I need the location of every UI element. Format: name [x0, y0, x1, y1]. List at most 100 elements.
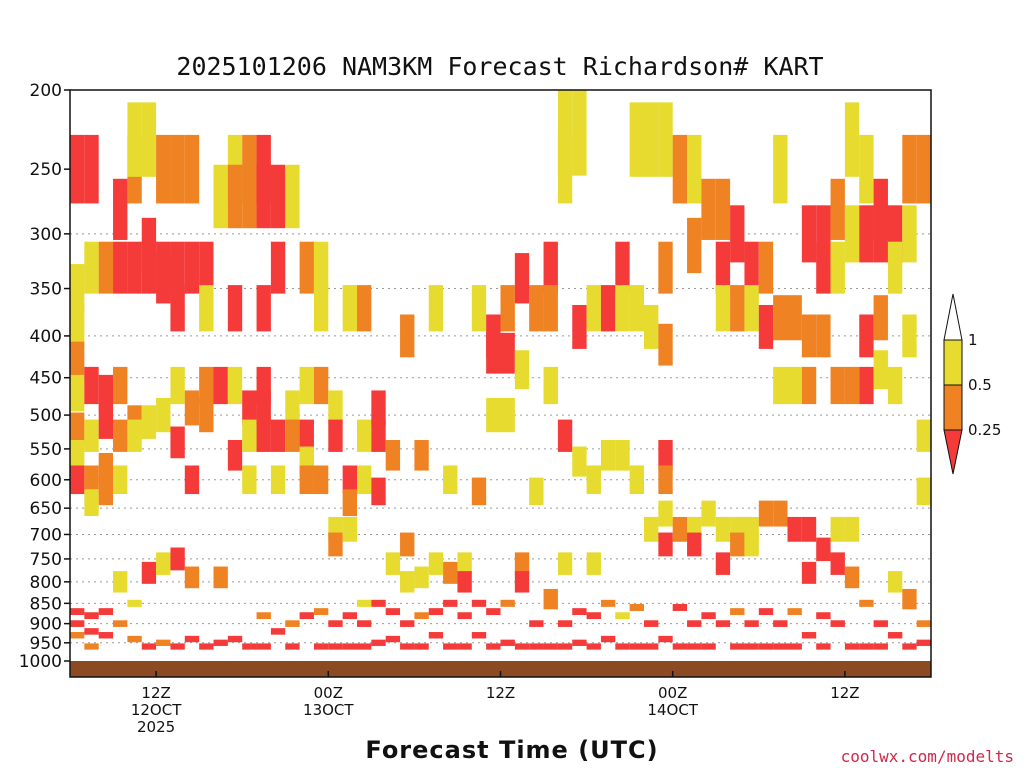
- x-tick-label: 12Z: [141, 684, 170, 702]
- richardson-cell: [213, 366, 228, 405]
- richardson-cell: [830, 552, 845, 575]
- richardson-cell: [242, 419, 257, 452]
- y-tick-label: 900: [30, 615, 62, 635]
- richardson-cell: [486, 608, 501, 616]
- richardson-cell: [701, 178, 716, 240]
- richardson-cell: [687, 532, 702, 557]
- richardson-cell: [873, 643, 888, 650]
- richardson-cell: [328, 620, 343, 627]
- richardson-cell: [299, 419, 314, 452]
- richardson-cell: [830, 241, 845, 294]
- richardson-cell: [70, 264, 85, 314]
- credit-text: coolwx.com/modelts: [841, 747, 1014, 766]
- richardson-cell: [744, 620, 759, 627]
- richardson-cell: [342, 516, 357, 542]
- richardson-cell: [687, 217, 702, 274]
- richardson-cell: [543, 285, 558, 332]
- richardson-cell: [543, 241, 558, 294]
- richardson-cell: [127, 635, 142, 643]
- richardson-cell: [572, 90, 587, 176]
- richardson-cell: [141, 241, 157, 294]
- richardson-cell: [758, 608, 774, 616]
- richardson-cell: [342, 643, 357, 650]
- richardson-cell: [371, 390, 386, 426]
- richardson-cell: [414, 439, 429, 471]
- richardson-cell: [285, 419, 300, 452]
- richardson-cell: [658, 102, 673, 177]
- richardson-cell: [70, 374, 85, 412]
- richardson-cell: [557, 620, 573, 627]
- richardson-cell: [141, 102, 157, 177]
- richardson-cell: [70, 632, 85, 639]
- richardson-cell: [715, 285, 731, 332]
- richardson-cell: [285, 164, 300, 229]
- richardson-cell: [357, 419, 372, 452]
- richardson-cell: [342, 285, 357, 332]
- x-tick-label: 00Z: [314, 684, 343, 702]
- richardson-cell: [758, 304, 774, 349]
- richardson-cell: [471, 599, 487, 607]
- richardson-cell: [744, 532, 759, 557]
- richardson-cell: [529, 477, 544, 506]
- y-tick-label: 1000: [19, 652, 62, 672]
- richardson-cell: [70, 620, 85, 627]
- richardson-cell: [98, 477, 114, 506]
- richardson-cell: [184, 465, 200, 495]
- richardson-cell: [98, 452, 114, 483]
- richardson-cell: [572, 608, 587, 616]
- richardson-cell: [600, 285, 616, 332]
- colorbar-segment: [943, 339, 963, 386]
- richardson-cell: [141, 405, 157, 439]
- richardson-cell: [615, 285, 630, 332]
- richardson-cell: [859, 314, 874, 358]
- richardson-cell: [658, 465, 673, 495]
- richardson-cell: [428, 632, 444, 639]
- richardson-cell: [357, 620, 372, 627]
- richardson-cell: [658, 439, 673, 471]
- richardson-cell: [887, 632, 903, 639]
- richardson-cell: [299, 366, 314, 405]
- richardson-cell: [787, 516, 802, 542]
- richardson-cell: [113, 366, 128, 405]
- richardson-cell: [84, 628, 99, 635]
- richardson-cell: [213, 566, 228, 589]
- richardson-cell: [615, 439, 630, 471]
- richardson-cell: [70, 439, 85, 471]
- richardson-cell: [629, 285, 644, 332]
- richardson-cell: [586, 465, 601, 495]
- richardson-cell: [199, 397, 214, 433]
- richardson-cell: [285, 643, 300, 650]
- x-tick-label: 2025: [137, 718, 175, 736]
- richardson-cell: [342, 612, 357, 620]
- richardson-cell: [529, 285, 544, 332]
- richardson-cell: [400, 571, 415, 593]
- richardson-cell: [916, 620, 931, 627]
- richardson-cell: [113, 571, 128, 593]
- y-tick-label: 800: [30, 573, 62, 593]
- richardson-cell: [744, 285, 759, 332]
- richardson-cell: [313, 643, 329, 650]
- richardson-cell: [529, 620, 544, 627]
- richardson-cell: [844, 566, 860, 589]
- richardson-cell: [758, 500, 774, 527]
- richardson-cell: [443, 561, 458, 584]
- richardson-cell: [113, 178, 128, 240]
- richardson-cell: [170, 134, 185, 204]
- richardson-cell: [242, 465, 257, 495]
- richardson-cell: [156, 134, 171, 204]
- richardson-cell: [414, 643, 429, 650]
- richardson-cell: [471, 285, 487, 332]
- richardson-cell: [844, 102, 860, 177]
- richardson-cell: [357, 465, 372, 495]
- richardson-cell: [299, 465, 314, 495]
- plot-area: [69, 89, 932, 678]
- colorbar-bottom-triangle: [943, 429, 963, 475]
- richardson-cell: [443, 599, 458, 607]
- richardson-cell: [773, 366, 788, 405]
- x-tick-label: 13OCT: [303, 701, 354, 719]
- richardson-cell: [428, 552, 444, 575]
- richardson-cell: [270, 241, 286, 294]
- richardson-cell: [801, 314, 817, 358]
- richardson-cell: [70, 134, 85, 204]
- richardson-cell: [830, 178, 845, 240]
